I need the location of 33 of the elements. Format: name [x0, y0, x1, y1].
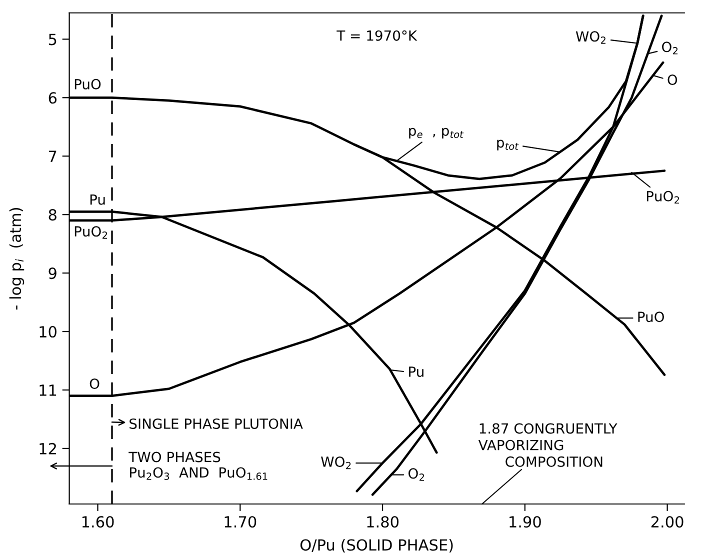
x-tick-label: 2.00 [651, 516, 684, 528]
y-tick-label: 10 [40, 326, 56, 338]
y-tick-label: 6 [48, 92, 57, 104]
y-tick-label: 7 [49, 150, 56, 162]
x-tick-label: 1.60 [82, 516, 114, 528]
annotation: O$_{2}$ [408, 468, 424, 481]
annotation: WO$_{2}$ [321, 456, 351, 470]
x-tick-label: 1.80 [367, 516, 399, 528]
annotation: PuO$_{2}$ [646, 190, 680, 204]
annotation: O [90, 378, 100, 389]
annotation: WO$_{2}$ [576, 31, 606, 44]
annotation: PuO [638, 312, 664, 322]
y-tick-label: 8 [48, 209, 56, 221]
y-tick-label: 5 [48, 34, 56, 46]
annotation: TWO PHASES Pu$_{2}$O$_{3}$ AND PuO$_{1.61}$ [128, 452, 268, 480]
annotation: PuO$_{2}$ [74, 226, 108, 239]
annotation: PuO [74, 78, 101, 90]
y-tick-label: 11 [40, 384, 56, 396]
annotation: O [668, 74, 678, 86]
x-axis-title: O/Pu (SOLID PHASE) [300, 538, 453, 553]
annotation: O$_{2}$ [662, 42, 678, 54]
annotation: 1.87 CONGRUENTLY VAPORIZING COMPOSITION [478, 423, 618, 467]
annotation: SINGLE PHASE PLUTONIA [130, 418, 303, 429]
x-tick-label: 1.90 [510, 516, 541, 528]
annotation: T = 1970°K [336, 30, 418, 41]
x-tick-label: 1.70 [224, 516, 256, 528]
y-axis-title: - log p$_{i}$ (atm) [9, 208, 24, 310]
y-tick-label: 9 [48, 268, 56, 280]
annotation: Pu [90, 194, 105, 205]
y-tick-label: 12 [40, 442, 56, 454]
annotation: p$_{e}$ , p$_{tot}$ [409, 128, 464, 139]
annotation: Pu [409, 366, 424, 377]
annotation: p$_{tot}$ [497, 140, 519, 150]
